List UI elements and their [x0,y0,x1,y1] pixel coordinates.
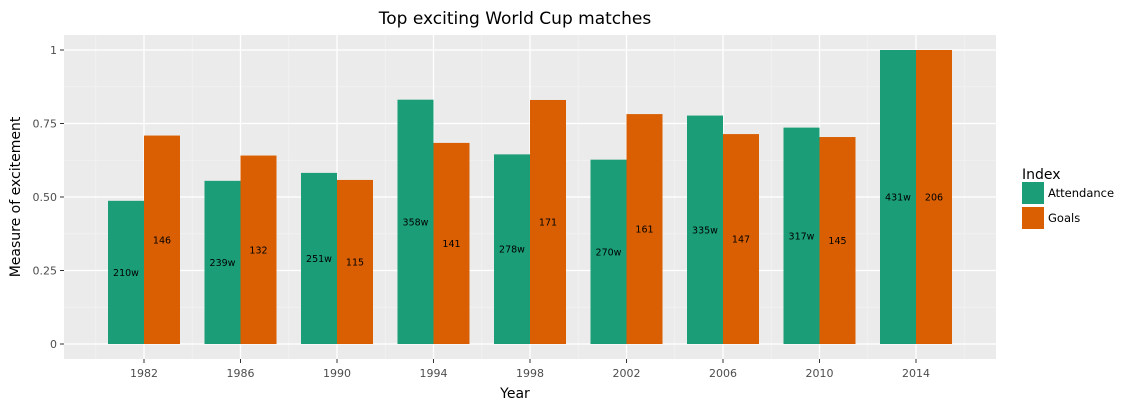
bar-goals-1994 [433,142,470,344]
bar-attendance-1990 [301,172,337,344]
x-tick-label: 2002 [613,367,641,380]
bar-goals-1998 [530,99,566,344]
legend-label-attendance: Attendance [1048,186,1114,200]
bar-attendance-1998 [494,154,530,344]
bar-attendance-2010 [783,127,820,344]
y-tick-label: 0.25 [33,265,58,278]
bar-labels: 210w 239w 251w 358w 278w 270w 335w 317w 431w 146 1… [113,193,943,279]
x-tick-label: 1982 [130,367,158,380]
bar-label-attendance-1986: 239w [210,258,236,269]
bar-goals-2006 [723,134,759,344]
legend-title: Index [1022,167,1061,183]
y-tick-label: 1 [50,44,57,57]
x-axis: 1982 1986 1990 1994 1998 2002 2006 2010 2014 [130,359,930,380]
bar-label-goals-1994: 141 [442,239,460,250]
x-tick-label: 2006 [709,367,737,380]
y-tick-label: 0 [50,338,57,351]
bar-label-goals-1982: 146 [153,235,171,246]
bar-goals-2014 [916,50,952,344]
bar-label-attendance-2006: 335w [692,225,718,236]
x-tick-label: 1998 [516,367,544,380]
legend-swatch-attendance [1022,182,1044,204]
bar-label-attendance-2014: 431w [885,193,911,204]
bar-label-attendance-1998: 278w [499,245,525,256]
bar-label-goals-1998: 171 [539,217,557,228]
bar-label-goals-2006: 147 [732,235,750,246]
bar-label-goals-1986: 132 [249,245,267,256]
bar-label-attendance-2010: 317w [789,231,815,242]
bar-label-goals-2002: 161 [635,225,653,236]
bar-goals-2010 [819,137,856,344]
legend-swatch-goals [1022,207,1044,229]
bar-goals-1990 [337,179,373,344]
bar-attendance-2014 [880,50,916,344]
y-tick-label: 0.75 [33,118,58,131]
bar-attendance-1982 [108,200,144,344]
chart-title: Top exciting World Cup matches [378,9,652,29]
x-tick-label: 1986 [227,367,255,380]
bar-attendance-2006 [687,115,723,344]
y-axis: 0 0.25 0.50 0.75 1 [33,44,64,351]
legend-label-goals: Goals [1048,211,1080,225]
bar-goals-1986 [240,155,277,344]
bar-label-goals-2010: 145 [828,236,846,247]
bar-label-goals-2014: 206 [925,193,943,204]
x-tick-label: 2014 [902,367,930,380]
bar-attendance-1994 [397,99,434,344]
y-tick-label: 0.50 [33,191,58,204]
bar-label-attendance-1982: 210w [113,268,139,279]
bar-label-goals-1990: 115 [346,257,364,268]
bar-goals-2002 [626,114,663,344]
y-axis-title: Measure of excitement [8,116,24,277]
bar-label-attendance-2002: 270w [596,247,622,258]
legend: Index Attendance Goals [1022,167,1114,229]
bar-goals-1982 [144,135,180,344]
x-tick-label: 1990 [323,367,351,380]
bar-label-attendance-1994: 358w [403,217,429,228]
bar-attendance-2002 [590,159,627,344]
bar-attendance-1986 [204,180,241,344]
bar-label-attendance-1990: 251w [306,254,332,265]
x-tick-label: 1994 [420,367,448,380]
x-axis-title: Year [499,386,530,402]
bars [108,50,952,344]
x-tick-label: 2010 [806,367,834,380]
